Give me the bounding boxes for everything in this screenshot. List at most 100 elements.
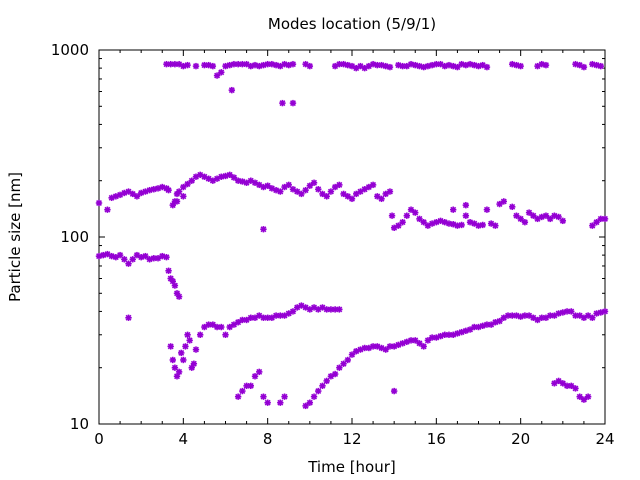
- data-point: [374, 193, 381, 200]
- data-point: [310, 393, 318, 400]
- data-point: [190, 360, 198, 367]
- data-point: [192, 62, 200, 70]
- data-point: [277, 399, 284, 406]
- data-point: [542, 61, 550, 69]
- data-point: [348, 195, 356, 203]
- data-point: [407, 206, 415, 213]
- data-point: [319, 190, 326, 198]
- data-point: [344, 356, 351, 364]
- data-point: [424, 337, 432, 344]
- data-point: [492, 222, 499, 229]
- data-point: [186, 337, 193, 344]
- data-point: [125, 314, 132, 321]
- data-point: [289, 308, 297, 315]
- data-point: [230, 174, 238, 181]
- data-point: [331, 370, 339, 378]
- data-point: [180, 183, 187, 191]
- x-axis: 0 4 8 12 16 20 24: [94, 50, 615, 448]
- data-point: [125, 260, 132, 267]
- chart-title: Modes location (5/9/1): [268, 15, 436, 33]
- data-point: [260, 226, 267, 233]
- data-point: [310, 179, 318, 186]
- data-point: [555, 377, 562, 385]
- data-point: [226, 323, 233, 331]
- data-point: [95, 199, 103, 207]
- data-point: [104, 206, 111, 213]
- data-point: [589, 314, 596, 321]
- data-point: [386, 188, 394, 195]
- x-tick-label: 0: [94, 430, 104, 448]
- data-point: [450, 206, 457, 213]
- data-point: [234, 393, 242, 400]
- data-point: [264, 399, 271, 406]
- data-point: [568, 308, 575, 315]
- y-tick-label: 100: [60, 228, 89, 246]
- data-point: [479, 221, 486, 229]
- data-point: [336, 306, 343, 313]
- data-point: [336, 181, 343, 189]
- data-point: [319, 382, 326, 390]
- data-point: [256, 368, 263, 376]
- data-point: [403, 212, 411, 219]
- data-point: [129, 190, 136, 198]
- data-point: [420, 343, 427, 350]
- data-point: [171, 282, 179, 289]
- data-point: [192, 346, 200, 353]
- x-tick-label: 20: [511, 430, 530, 448]
- data-point: [388, 212, 396, 219]
- data-point: [327, 188, 335, 195]
- data-point: [197, 331, 204, 338]
- data-point: [597, 62, 604, 70]
- data-point: [169, 356, 176, 364]
- x-tick-label: 16: [427, 430, 446, 448]
- data-point: [175, 368, 183, 376]
- data-point: [167, 343, 174, 350]
- data-point: [386, 63, 394, 71]
- data-point: [180, 193, 187, 200]
- data-point: [302, 186, 309, 194]
- data-point: [146, 186, 153, 194]
- data-point: [239, 387, 246, 395]
- data-point: [218, 69, 225, 76]
- data-point: [163, 253, 170, 261]
- data-point: [228, 86, 236, 94]
- data-point: [403, 62, 411, 70]
- data-point: [289, 99, 297, 107]
- data-point: [315, 186, 322, 193]
- data-point: [182, 343, 189, 350]
- data-point: [218, 173, 225, 180]
- data-point: [500, 198, 507, 205]
- data-point: [576, 393, 583, 400]
- y-axis: 10 100 1000: [51, 41, 605, 433]
- data-point: [175, 188, 183, 195]
- y-axis-title: Particle size [nm]: [6, 172, 24, 302]
- data-point: [572, 385, 579, 392]
- x-tick-label: 24: [595, 430, 614, 448]
- data-point: [315, 387, 322, 395]
- data-point: [218, 323, 225, 331]
- data-point: [416, 340, 423, 347]
- data-point: [462, 201, 470, 209]
- data-point: [483, 206, 491, 213]
- data-point: [184, 331, 191, 338]
- data-point: [568, 382, 575, 390]
- data-point: [551, 380, 558, 387]
- data-point: [173, 198, 181, 205]
- data-point: [209, 62, 217, 70]
- data-point: [584, 393, 592, 400]
- y-tick-label: 1000: [51, 41, 89, 59]
- data-point: [285, 181, 292, 189]
- x-tick-label: 8: [263, 430, 273, 448]
- data-point: [306, 182, 314, 189]
- data-point: [580, 396, 588, 403]
- data-point: [399, 218, 406, 226]
- x-tick-label: 4: [179, 430, 189, 448]
- data-point: [279, 99, 286, 107]
- data-point: [188, 177, 195, 184]
- data-point: [184, 61, 191, 69]
- data-point: [559, 217, 567, 225]
- data-point: [306, 399, 314, 406]
- data-point: [412, 209, 419, 216]
- data-point: [340, 190, 347, 198]
